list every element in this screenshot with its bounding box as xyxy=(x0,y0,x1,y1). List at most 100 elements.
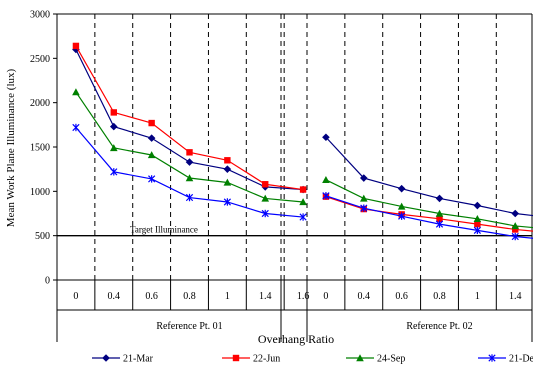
data-point xyxy=(232,354,240,362)
series-21-dec xyxy=(72,123,533,241)
legend-item-24-sep: 24-Sep xyxy=(346,354,405,365)
data-point xyxy=(299,186,307,193)
y-tick-labels: 0 500 1000 1500 2000 2500 3000 xyxy=(30,10,57,287)
data-point xyxy=(109,144,118,152)
x-tick-label: 0 xyxy=(73,291,78,302)
data-point xyxy=(435,209,444,217)
data-point xyxy=(147,151,156,159)
data-point xyxy=(488,354,496,362)
data-point xyxy=(223,198,231,206)
legend-item-22-jun: 22-Jun xyxy=(222,354,280,365)
data-point xyxy=(397,202,406,210)
y-tick-label: 3000 xyxy=(30,10,50,21)
group-label: Reference Pt. 02 xyxy=(406,321,472,332)
plot-frame xyxy=(56,13,533,281)
x-tick-label: 1.4 xyxy=(509,291,522,302)
x-tick-label: 0.4 xyxy=(108,291,121,302)
data-point xyxy=(322,192,330,200)
data-point xyxy=(299,213,307,221)
y-tick-label: 1000 xyxy=(30,187,50,198)
x-tick-label: 1.4 xyxy=(259,291,272,302)
data-point xyxy=(72,88,80,96)
data-point xyxy=(299,198,307,206)
data-point xyxy=(322,133,330,142)
legend-label: 21-Dec xyxy=(509,354,533,365)
series-group xyxy=(72,42,533,241)
data-point xyxy=(224,157,231,164)
data-point xyxy=(262,181,269,188)
data-point xyxy=(110,168,118,176)
data-point xyxy=(512,226,519,233)
data-point xyxy=(473,215,482,223)
y-tick-label: 1500 xyxy=(30,143,50,154)
series-line xyxy=(325,196,533,232)
data-point xyxy=(185,174,194,182)
data-point xyxy=(511,222,520,230)
data-point xyxy=(110,109,117,116)
data-point xyxy=(72,45,80,54)
legend-label: 22-Jun xyxy=(253,354,280,365)
y-tick-label: 2500 xyxy=(30,54,50,65)
data-point xyxy=(473,226,481,235)
data-point xyxy=(435,194,444,203)
data-point xyxy=(109,122,118,131)
data-point xyxy=(261,194,270,202)
legend: 21-Mar 22-Jun 24-Sep 21-Dec xyxy=(92,354,533,365)
x-tick-label: 0.6 xyxy=(145,291,158,302)
x-tick-label: 0.8 xyxy=(433,291,446,302)
y-tick-label: 2000 xyxy=(30,98,50,109)
data-point xyxy=(398,212,406,220)
data-point xyxy=(511,209,520,218)
x-tick-label: 0.4 xyxy=(358,291,371,302)
y-tick-label: 0 xyxy=(45,276,50,287)
series-24-sep xyxy=(72,88,533,230)
data-point xyxy=(72,42,80,50)
data-point xyxy=(185,158,194,166)
data-point xyxy=(102,354,110,362)
data-point xyxy=(397,184,406,193)
legend-label: 24-Sep xyxy=(377,354,405,365)
grid xyxy=(94,14,497,280)
series-line xyxy=(75,91,304,203)
data-point xyxy=(186,149,193,156)
legend-item-21-mar: 21-Mar xyxy=(92,354,154,365)
x-tick-label: 1 xyxy=(225,291,230,302)
data-point xyxy=(474,220,481,228)
x-tick-label: 0 xyxy=(323,291,328,302)
legend-label: 21-Mar xyxy=(123,354,154,365)
x-tick-label: 0.6 xyxy=(395,291,408,302)
data-point xyxy=(185,193,194,202)
data-point xyxy=(148,175,156,183)
data-point xyxy=(322,176,330,184)
data-point xyxy=(356,354,364,362)
data-point xyxy=(223,165,232,173)
y-axis-label-group: Mean Work Plane Illuminance (lux) xyxy=(5,68,17,227)
data-point xyxy=(147,134,156,142)
x-tick-labels: 0 0.4 0.6 0.8 1 1.4 1.6 Reference Pt. 01 0 0.4 0.6… xyxy=(56,280,533,342)
target-line-group: Target Illuminance xyxy=(57,225,532,237)
series-22-jun xyxy=(72,42,533,233)
y-axis-label: Mean Work Plane Illuminance (lux) xyxy=(5,68,17,227)
series-line xyxy=(75,127,304,218)
series-21-mar xyxy=(72,45,533,218)
y-tick-label: 500 xyxy=(35,231,50,242)
data-point xyxy=(473,201,482,210)
data-point xyxy=(261,209,269,218)
target-line-label: Target Illuminance xyxy=(130,225,198,235)
x-tick-label: 1 xyxy=(475,291,480,302)
data-point xyxy=(359,194,368,202)
data-point xyxy=(436,215,443,223)
data-point xyxy=(148,119,155,127)
data-point xyxy=(223,178,232,186)
x-tick-label: 0.8 xyxy=(183,291,196,302)
data-point xyxy=(360,204,368,212)
data-point xyxy=(359,174,368,182)
data-point xyxy=(511,232,519,241)
legend-item-21-dec: 21-Dec xyxy=(478,354,533,365)
x-axis-label: Overhang Ratio xyxy=(258,332,334,346)
data-point xyxy=(435,220,444,228)
x-tick-label: 1.6 xyxy=(297,291,310,302)
data-point xyxy=(72,123,80,132)
series-line xyxy=(75,49,304,191)
